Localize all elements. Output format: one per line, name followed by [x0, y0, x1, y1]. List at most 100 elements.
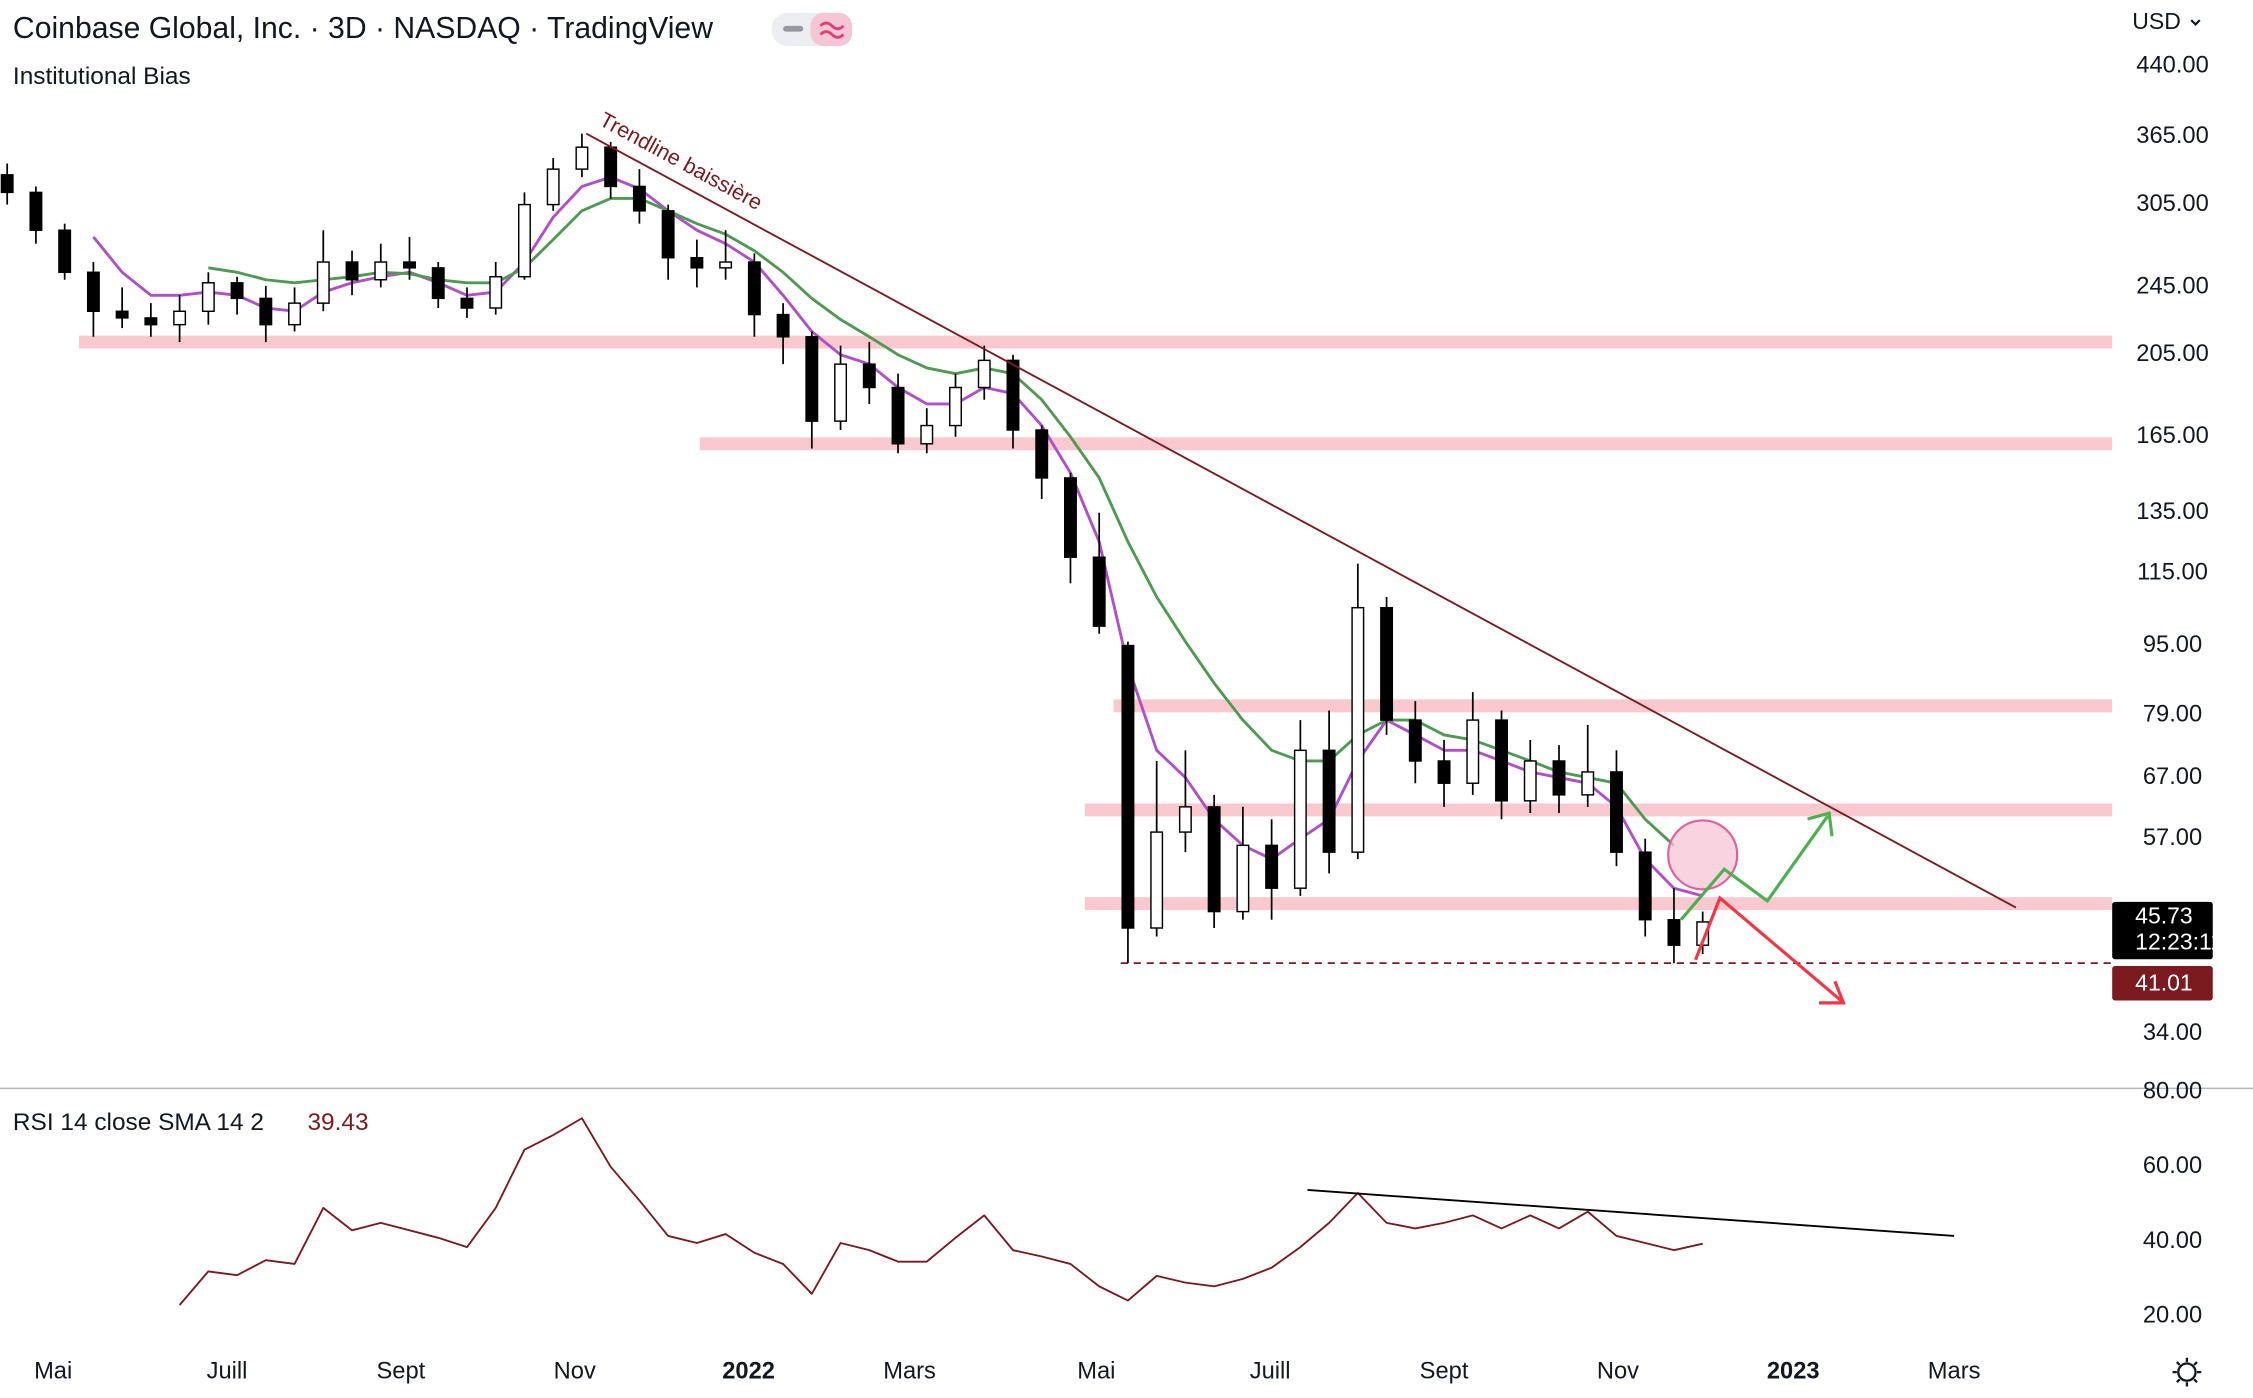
zone: [1113, 699, 2113, 713]
candle-body: [1150, 831, 1164, 929]
candle-body: [776, 313, 790, 338]
candle-body: [144, 317, 158, 326]
candle-body: [1610, 771, 1623, 853]
candle-body: [0, 174, 14, 194]
candle-body: [1035, 429, 1049, 479]
status-pill-active: [810, 12, 853, 46]
x-tick-label: Juill: [1250, 1358, 1291, 1384]
y-tick-label: 80.00: [2143, 1078, 2202, 1104]
plot: 440.00 365.00 305.00 245.00 205.00 165.00 135.…: [0, 52, 2223, 1384]
y-tick-label: 135.00: [2136, 499, 2208, 525]
gear[interactable]: [2177, 1362, 2197, 1382]
candle-body: [1092, 556, 1106, 627]
chart-title: Coinbase Global, Inc. · 3D · NASDAQ · Tr…: [13, 12, 713, 45]
candle-body: [1207, 806, 1221, 913]
candle-body: [374, 261, 388, 281]
x-tick-label: Sept: [377, 1358, 426, 1384]
candle-body: [1006, 359, 1020, 431]
candle-body: [316, 261, 330, 304]
candle-body: [1638, 851, 1652, 921]
y-tick-label: 245.00: [2136, 274, 2208, 300]
currency-caret: [2190, 19, 2201, 26]
y-tick-label: 60.00: [2143, 1153, 2202, 1179]
candle-body: [1063, 477, 1077, 558]
candle-body: [230, 282, 244, 300]
series-line: [178, 1117, 1703, 1306]
currency[interactable]: USD: [2132, 8, 2181, 34]
y-tick-label: 20.00: [2143, 1302, 2202, 1328]
candle-body: [977, 359, 991, 389]
candle-body: [1265, 844, 1279, 889]
y-tick-label: 57.00: [2143, 825, 2202, 851]
y-tick-label: 165.00: [2136, 423, 2208, 449]
highlight-circle: [1667, 819, 1739, 891]
candle-body: [920, 424, 934, 445]
zone: [699, 437, 2113, 451]
candle-body: [575, 146, 589, 170]
candle-body: [690, 257, 704, 269]
x-tick-label: Mars: [1928, 1358, 1981, 1384]
candle-body: [517, 203, 531, 278]
candle-body: [1466, 719, 1480, 784]
candle-body: [86, 271, 100, 312]
x-tick-label: 2022: [722, 1358, 775, 1384]
candle-body: [949, 386, 962, 427]
candle-body: [115, 310, 129, 319]
candle-body: [661, 210, 675, 259]
rsi-value: 39.43: [307, 1109, 368, 1136]
y-tick-label: 305.00: [2136, 191, 2208, 217]
trendline: [585, 132, 2017, 909]
candle-body: [403, 261, 416, 269]
candle-body: [805, 336, 819, 422]
gear-teeth: [2172, 1357, 2202, 1387]
y-tick-label: 40.00: [2143, 1228, 2202, 1254]
candle-body: [1552, 760, 1566, 796]
x-tick-label: 2023: [1767, 1358, 1820, 1384]
candle-body: [1408, 719, 1422, 762]
candle-body: [632, 185, 646, 212]
candle-body: [1178, 806, 1192, 833]
series-line: [208, 196, 1675, 847]
zone: [1084, 803, 2113, 817]
y-tick-label: 115.00: [2137, 560, 2208, 586]
candle-body: [1322, 749, 1336, 853]
indicator-name: Institutional Bias: [13, 63, 191, 90]
candle-body: [891, 386, 905, 445]
candle-body: [1667, 918, 1681, 946]
x-tick-label: Mars: [883, 1358, 936, 1384]
candle-body: [58, 229, 72, 273]
bullish-arrow: [1679, 811, 1834, 921]
candle-body: [259, 297, 273, 326]
candle-body: [719, 261, 733, 269]
candle-body: [1121, 644, 1135, 929]
candle-body: [1236, 844, 1250, 913]
countdown: 12:23:11: [2135, 929, 2223, 955]
low-price: 41.01: [2135, 970, 2192, 996]
y-tick-label: 67.00: [2143, 764, 2202, 790]
price-tag: [2112, 901, 2213, 960]
last-price: 45.73: [2135, 903, 2192, 929]
low-tag: [2112, 965, 2213, 1001]
y-tick-label: 34.00: [2143, 1020, 2202, 1046]
status-icon: [783, 25, 804, 32]
y-tick-label: 365.00: [2136, 123, 2208, 149]
x-tick-label: Mai: [1077, 1358, 1115, 1384]
zone: [79, 335, 2113, 349]
candle-body: [489, 276, 503, 309]
y-tick-label: 95.00: [2143, 632, 2202, 658]
candle-body: [747, 261, 761, 316]
candle-body: [1380, 606, 1394, 721]
candle-body: [834, 363, 848, 422]
candle-body: [546, 168, 560, 206]
settings-icon[interactable]: [2172, 1357, 2202, 1387]
x-tick-label: Nov: [554, 1358, 596, 1384]
status-icon: [819, 21, 845, 39]
y-tick-label: 205.00: [2136, 341, 2208, 367]
candle-body: [460, 297, 474, 309]
bearish-arrow: [1694, 895, 1846, 1005]
x-tick-label: Juill: [207, 1358, 248, 1384]
candle-body: [1495, 719, 1508, 802]
candle-body: [345, 261, 359, 281]
x-tick-label: Sept: [1420, 1358, 1469, 1384]
